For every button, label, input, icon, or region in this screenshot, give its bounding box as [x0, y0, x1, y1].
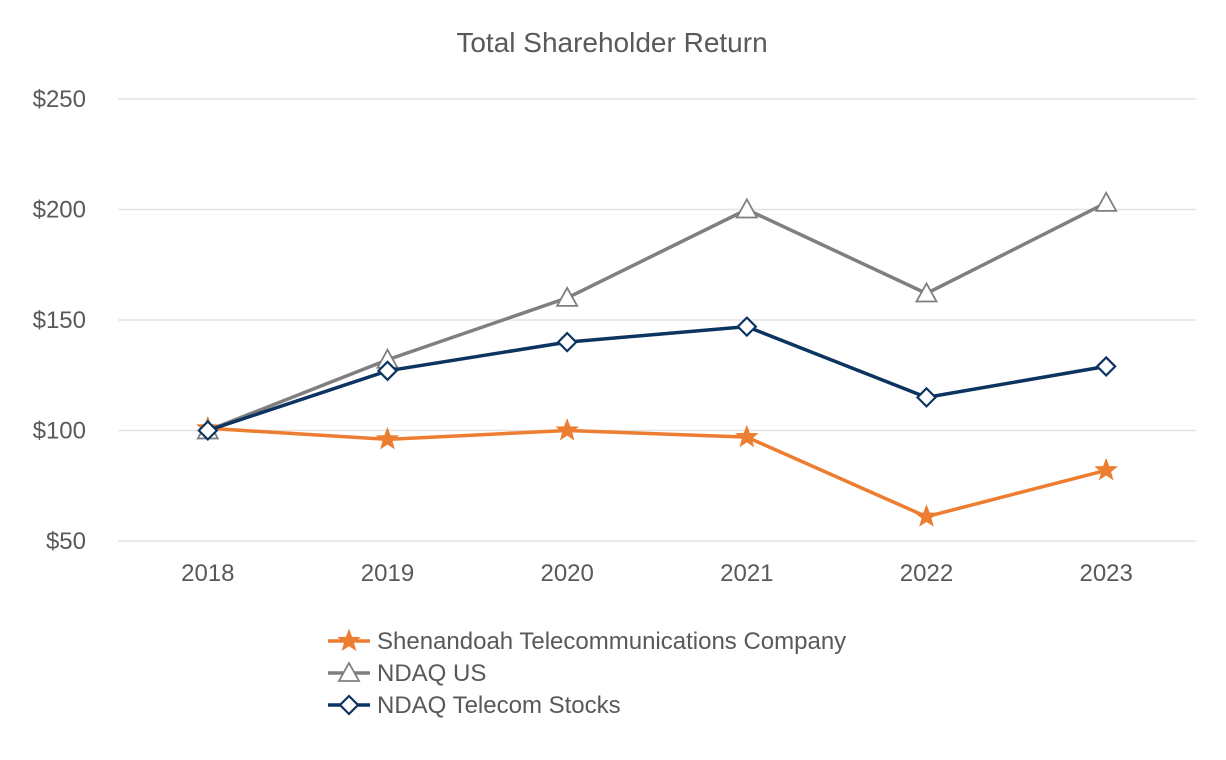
data-point [735, 197, 759, 219]
y-tick-label: $250 [33, 86, 86, 113]
x-tick-label: 2018 [181, 560, 234, 587]
x-tick-label: 2019 [361, 560, 414, 587]
data-point [914, 281, 939, 303]
data-point [556, 331, 578, 353]
y-tick-label: $150 [33, 307, 86, 334]
legend-marker [337, 628, 361, 652]
series-line-ndaq-telecom-stocks [207, 324, 1107, 433]
series-line-shenandoah-telecommunications-company [207, 426, 1107, 519]
legend-label: NDAQ Telecom Stocks [377, 692, 621, 719]
data-point [376, 360, 399, 382]
x-axis-ticks: 2018 2019 2020 2021 2022 2023 [181, 560, 1133, 587]
data-point [915, 386, 938, 408]
legend-item-ndaq-telecom-stocks: NDAQ Telecom Stocks [328, 692, 621, 719]
series-shenandoah-telecommunications-company [196, 415, 1118, 527]
data-point [555, 418, 579, 441]
data-point [197, 419, 219, 442]
legend-item-ndaq-us: NDAQ US [328, 660, 486, 687]
data-point [736, 316, 758, 338]
y-tick-label: $100 [33, 418, 86, 445]
data-point [1094, 191, 1118, 212]
y-tick-label: $50 [46, 528, 86, 555]
gridlines [118, 98, 1196, 542]
data-point [375, 426, 400, 450]
data-point [555, 286, 579, 307]
x-tick-label: 2022 [900, 560, 953, 587]
legend-marker [338, 694, 360, 716]
y-axis-ticks: $50 $100 $150 $200 $250 [33, 86, 86, 555]
legend-label: NDAQ US [377, 660, 486, 687]
series-layer [196, 191, 1118, 527]
x-tick-label: 2021 [720, 560, 773, 587]
chart-title: Total Shareholder Return [456, 27, 767, 58]
x-tick-label: 2023 [1079, 560, 1132, 587]
legend: Shenandoah Telecommunications Company NDA… [328, 628, 846, 719]
series-ndaq-telecom-stocks [197, 316, 1117, 442]
data-point [735, 424, 759, 448]
series-ndaq-us [196, 191, 1118, 440]
data-point [1095, 355, 1117, 377]
data-point [914, 504, 939, 527]
legend-label: Shenandoah Telecommunications Company [377, 628, 846, 655]
y-tick-label: $200 [33, 197, 86, 224]
legend-marker [337, 661, 361, 682]
x-tick-label: 2020 [540, 560, 593, 587]
series-line-ndaq-us [207, 201, 1107, 433]
data-point [1094, 457, 1118, 481]
legend-item-shenandoah-telecommunications-company: Shenandoah Telecommunications Company [328, 628, 846, 655]
